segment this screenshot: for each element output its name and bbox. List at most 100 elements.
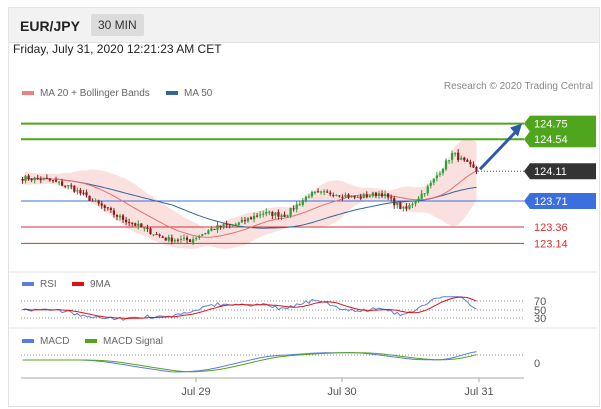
candle-body [79, 190, 82, 194]
candle-body [277, 211, 280, 217]
candle-body [125, 219, 128, 223]
candle-body [33, 177, 36, 181]
forecast-arrow-head [510, 123, 522, 137]
candle-body [280, 215, 283, 218]
candle-body [359, 196, 362, 199]
candle-body [344, 194, 347, 197]
candle-body [393, 198, 396, 206]
candle-body [115, 214, 119, 217]
candle-body [121, 215, 125, 220]
candle-body [295, 204, 298, 210]
candle-body [243, 220, 247, 222]
ma20-label: MA 20 + Bollinger Bands [40, 88, 150, 99]
level-label-124-54: 124.54 [534, 134, 568, 146]
candle-body [323, 191, 326, 193]
candle-body [48, 178, 52, 181]
candle-body [414, 201, 417, 204]
candle-body [228, 224, 231, 226]
candle-body [213, 229, 216, 231]
candle-body [76, 190, 79, 192]
candle-body [88, 195, 91, 201]
legend-ma20: MA 20 + Bollinger Bands [22, 88, 150, 99]
candle-body [469, 161, 472, 165]
candle-body [54, 180, 58, 182]
candle-body [146, 228, 149, 230]
candle-body [426, 186, 429, 194]
level-tag-124-11 [524, 163, 596, 180]
candle-body [271, 212, 274, 216]
candle-body [283, 214, 286, 217]
x-tick-label: Jul 29 [181, 386, 210, 398]
candle-body [216, 225, 219, 230]
bollinger-band [22, 139, 477, 249]
timestamp: Friday, July 31, 2020 12:21:23 AM CET [13, 42, 222, 56]
candle-body [420, 193, 423, 199]
chart-header: EUR/JPY 30 MIN [9, 8, 599, 43]
candle-body [350, 195, 353, 198]
candle-body [292, 208, 295, 210]
candle-body [460, 157, 463, 160]
ma50-label: MA 50 [184, 88, 213, 99]
candle-body [298, 204, 301, 206]
candle-body [128, 222, 131, 224]
candle-body [338, 195, 341, 197]
candle-body [188, 239, 192, 243]
candle-body [210, 228, 213, 231]
macd-label: MACD [40, 336, 70, 347]
candle-body [307, 196, 311, 198]
forecast-arrow-line [478, 131, 517, 171]
candle-body [94, 200, 97, 202]
candle-body [451, 153, 454, 160]
ma9-swatch [72, 282, 84, 287]
macd-level-label-0: 0 [534, 358, 540, 370]
candle-body [42, 177, 45, 180]
candle-body [158, 234, 161, 236]
candle-body [237, 222, 240, 225]
candle-body [441, 168, 445, 174]
level-label-124-75: 124.75 [534, 119, 568, 131]
candle-body [64, 185, 67, 187]
rsi-9ma-line [22, 296, 477, 320]
rsi-level-label-70: 70 [534, 296, 546, 308]
candle-body [341, 196, 344, 198]
candle-body [164, 237, 167, 241]
rsi-line [22, 296, 477, 321]
candle-body [374, 192, 378, 196]
candle-body [97, 200, 100, 204]
candle-body [109, 208, 112, 211]
candle-body [475, 167, 478, 172]
ma20-line [22, 170, 477, 238]
candle-body [170, 237, 173, 242]
candle-body [463, 157, 466, 161]
candle-body [51, 180, 55, 182]
candle-body [405, 206, 408, 209]
candle-body [219, 225, 222, 227]
candle-body [100, 203, 103, 206]
candle-body [179, 239, 183, 241]
candle-body [195, 238, 198, 240]
candle-body [368, 195, 371, 198]
candle-body [319, 191, 323, 193]
candle-body [61, 181, 64, 186]
candle-body [240, 219, 243, 223]
timeframe-badge[interactable]: 30 MIN [91, 14, 144, 36]
candle-body [432, 178, 435, 183]
candle-body [39, 178, 42, 180]
candle-body [365, 194, 368, 198]
candle-body [204, 233, 207, 235]
candle-body [137, 223, 140, 226]
candle-body [454, 153, 457, 155]
macd-line [22, 351, 477, 373]
candle-body [326, 191, 329, 193]
candle-body [347, 194, 350, 198]
candle-body [225, 224, 228, 226]
candle-body [73, 185, 76, 192]
candle-body [417, 198, 420, 201]
candle-body [252, 215, 256, 220]
candle-body [377, 193, 381, 196]
candle-body [265, 211, 268, 214]
candle-body [438, 173, 442, 175]
x-tick-label: Jul 31 [464, 386, 493, 398]
level-label-124-11: 124.11 [534, 166, 567, 178]
candle-body [192, 239, 195, 243]
